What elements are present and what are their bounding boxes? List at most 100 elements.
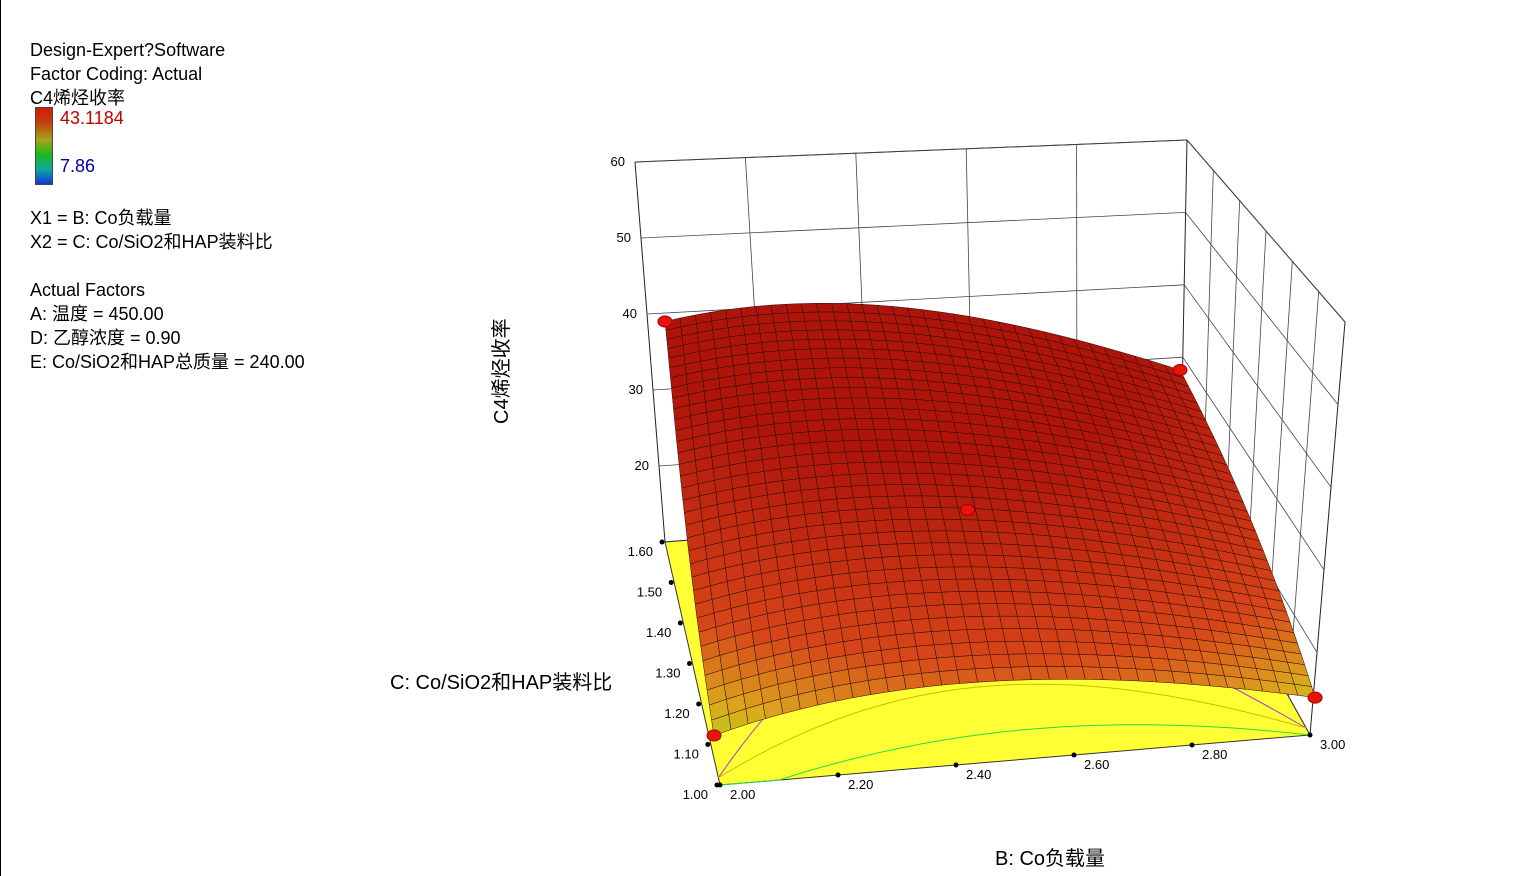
surface-cell <box>885 675 907 693</box>
surface-cell <box>996 603 1018 617</box>
surface-cell <box>847 462 867 475</box>
surface-cell <box>867 397 887 409</box>
contour-line <box>718 683 1307 779</box>
surface-cell <box>915 399 936 412</box>
surface-cell <box>789 320 807 332</box>
surface-cell <box>820 408 840 421</box>
surface-cell <box>882 472 903 485</box>
y-tick-mark <box>705 742 711 747</box>
surface-cell <box>855 609 877 626</box>
surface-cell <box>865 321 885 332</box>
surface-cell <box>935 484 956 497</box>
surface-cell <box>873 608 894 624</box>
surface-cell <box>833 585 855 602</box>
surface-cell <box>823 522 844 538</box>
surface-cell <box>921 495 942 508</box>
surface-cell <box>835 397 854 409</box>
surface-cell <box>1082 666 1104 680</box>
surface-cell <box>911 379 931 391</box>
surface-cell <box>939 431 960 444</box>
surface-cell <box>811 357 830 369</box>
surface-cell <box>903 350 923 363</box>
surface-cell <box>897 461 918 474</box>
surface-cell <box>913 542 935 556</box>
surface-cell <box>926 604 947 619</box>
surface-cell <box>918 657 940 674</box>
surface-cell <box>916 473 937 486</box>
surface-cell <box>851 397 871 409</box>
surface-cell <box>913 631 935 647</box>
software-label: Design-Expert?Software <box>30 40 226 60</box>
y-tick-label: 1.50 <box>637 585 662 600</box>
surface-cell <box>810 549 831 565</box>
surface-cell <box>1017 615 1039 630</box>
surface-cell <box>836 497 857 512</box>
surface-cell <box>925 440 946 453</box>
surface-cell <box>841 348 860 359</box>
surface-cell <box>853 407 873 420</box>
surface-cell <box>972 497 993 510</box>
surface-cell <box>773 422 793 436</box>
y-tick-mark <box>659 539 665 545</box>
surface-cell <box>890 606 912 622</box>
surface-cell <box>906 507 927 520</box>
surface-cell <box>928 617 950 632</box>
surface-cell <box>913 461 934 474</box>
surface-cell <box>903 580 925 595</box>
surface-cell <box>1117 667 1140 682</box>
surface-cell <box>834 485 854 500</box>
surface-cell <box>1040 641 1062 655</box>
surface-cell <box>876 368 896 380</box>
surface-cell <box>881 387 901 399</box>
y-axis-title: C: Co/SiO2和HAP装料比 <box>390 671 612 694</box>
surface-cell <box>901 484 922 497</box>
x-tick-mark <box>1307 732 1313 738</box>
surface-cell <box>848 312 867 323</box>
surface-cell <box>791 431 811 445</box>
surface-cell <box>853 496 874 510</box>
surface-cell <box>821 510 842 526</box>
surface-cell <box>879 543 900 558</box>
surface-cell <box>851 583 872 600</box>
x-tick-label: 3.00 <box>1320 737 1345 752</box>
surface-cell <box>892 368 912 380</box>
actual-factors-title: Actual Factors <box>30 280 146 300</box>
surface-cell <box>1079 654 1101 668</box>
surface-cell <box>854 339 874 350</box>
surface-cell <box>936 566 957 580</box>
surface-cell <box>887 495 908 509</box>
surface-cell <box>863 312 882 323</box>
surface-cell <box>790 420 809 434</box>
surface-cell <box>816 303 834 313</box>
actual-factor-e: E: Co/SiO2和HAP总质量 = 240.00 <box>30 352 305 372</box>
surface-cell <box>870 339 889 351</box>
surface-cell <box>845 367 864 378</box>
surface-cell <box>884 484 905 497</box>
surface-cell <box>944 452 965 465</box>
surface-cell <box>857 520 878 535</box>
surface-cell <box>800 303 819 313</box>
surface-cell <box>976 591 998 605</box>
y-tick-mark <box>714 782 720 788</box>
surface-cell <box>950 474 971 487</box>
surface-cell <box>1052 616 1074 631</box>
surface-cell <box>833 387 852 399</box>
z-gridline <box>634 139 1188 163</box>
surface-cell <box>777 339 795 352</box>
surface-cell <box>895 378 915 390</box>
surface-cell <box>988 566 1010 580</box>
surface-cell <box>906 360 926 372</box>
surface-cell <box>899 398 920 410</box>
surface-cell <box>1043 580 1065 595</box>
surface-cell <box>942 441 963 454</box>
surface-cell <box>795 453 815 468</box>
surface-cell <box>859 439 879 452</box>
surface-cell <box>832 474 852 488</box>
y-tick-mark <box>677 620 683 626</box>
surface-cell <box>1010 666 1032 681</box>
surface-cell <box>938 669 961 686</box>
factor-x1: X1 = B: Co负载量 <box>30 208 172 228</box>
legend-low-value: 7.86 <box>60 156 96 176</box>
y-tick-label: 1.00 <box>683 787 708 802</box>
